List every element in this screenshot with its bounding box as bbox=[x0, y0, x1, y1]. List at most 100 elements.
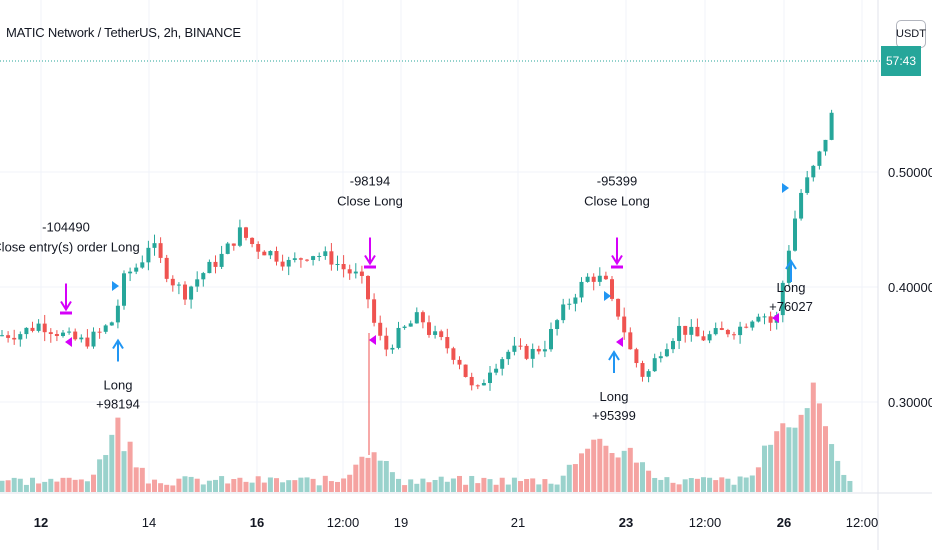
candle-body bbox=[85, 337, 90, 347]
volume-bar bbox=[505, 484, 511, 492]
volume-bar bbox=[164, 484, 170, 492]
volume-bar bbox=[719, 477, 725, 492]
candle-body bbox=[652, 358, 657, 372]
volume-bar bbox=[749, 475, 755, 492]
candle-body bbox=[786, 250, 791, 283]
candle-body bbox=[359, 271, 364, 276]
candle-body bbox=[701, 336, 706, 341]
volume-bar bbox=[11, 477, 17, 492]
candle-body bbox=[732, 334, 736, 336]
candle-body bbox=[689, 326, 694, 335]
candle-body bbox=[750, 321, 755, 328]
volume-bar bbox=[353, 464, 359, 492]
volume-bar bbox=[72, 479, 78, 492]
volume-bar bbox=[493, 484, 499, 492]
price-tick-label: 0.30000 bbox=[888, 395, 932, 410]
volume-bar bbox=[304, 477, 310, 492]
candle-body bbox=[610, 279, 614, 299]
candle-body bbox=[488, 372, 492, 384]
volume-bar bbox=[603, 445, 609, 492]
candle-body bbox=[445, 337, 450, 349]
candle-body bbox=[231, 243, 236, 246]
signal-label: +76027 bbox=[769, 299, 813, 314]
candle-body bbox=[36, 323, 41, 331]
time-tick-label: 12:00 bbox=[327, 515, 360, 530]
price-tick-label: 0.50000 bbox=[888, 165, 932, 180]
close-signal-arrowhead bbox=[60, 300, 72, 312]
volume-bar bbox=[310, 478, 316, 492]
volume-bar bbox=[499, 477, 505, 492]
candle-body bbox=[262, 251, 267, 256]
candle-body bbox=[207, 261, 212, 274]
candle-body bbox=[323, 251, 328, 256]
currency-unit-button[interactable]: USDT bbox=[896, 20, 926, 48]
candle-body bbox=[6, 335, 11, 338]
volume-bar bbox=[243, 481, 249, 492]
candle-body bbox=[439, 331, 444, 338]
candle-body bbox=[768, 316, 773, 323]
candle-body bbox=[305, 259, 309, 261]
volume-bar bbox=[804, 408, 810, 492]
candle-body bbox=[646, 371, 651, 377]
volume-bar bbox=[298, 477, 304, 492]
volume-bar bbox=[664, 477, 670, 492]
volume-bar bbox=[365, 457, 371, 492]
candle-body bbox=[811, 165, 816, 178]
volume-bar bbox=[66, 477, 72, 492]
volume-bar bbox=[676, 484, 682, 492]
volume-bar bbox=[511, 477, 517, 492]
volume-bar bbox=[530, 478, 536, 492]
volume-bar bbox=[255, 476, 261, 492]
volume-bar bbox=[841, 474, 847, 492]
volume-bar bbox=[396, 478, 401, 492]
candle-body bbox=[561, 304, 566, 321]
last-price-tag: 57:43 bbox=[881, 46, 921, 76]
order-marker bbox=[604, 291, 611, 301]
volume-bar bbox=[335, 481, 340, 492]
candle-body bbox=[91, 331, 96, 347]
candle-body bbox=[170, 278, 175, 286]
volume-bar bbox=[347, 474, 353, 492]
candle-body bbox=[298, 258, 303, 260]
volume-bar bbox=[383, 460, 389, 492]
symbol-title: MATIC Network / TetherUS, 2h, BINANCE bbox=[6, 25, 241, 40]
volume-bar bbox=[133, 467, 139, 492]
volume-bar bbox=[292, 480, 298, 492]
candle-body bbox=[280, 261, 285, 267]
candle-body bbox=[658, 356, 663, 359]
volume-bar bbox=[579, 453, 584, 492]
signal-label: -98194 bbox=[350, 174, 390, 189]
signal-label: Close Long bbox=[584, 194, 650, 209]
volume-bar bbox=[402, 485, 408, 492]
candle-body bbox=[518, 345, 523, 347]
volume-bar bbox=[798, 414, 804, 492]
candle-body bbox=[366, 275, 370, 300]
order-marker bbox=[782, 183, 789, 193]
candle-body bbox=[115, 305, 120, 323]
candle-body bbox=[829, 112, 834, 140]
volume-bar bbox=[835, 460, 841, 492]
volume-bar bbox=[640, 462, 645, 492]
volume-bar bbox=[237, 477, 243, 492]
candle-body bbox=[97, 331, 102, 333]
candle-body bbox=[67, 331, 72, 333]
candle-body bbox=[286, 259, 291, 267]
candle-body bbox=[433, 331, 438, 335]
volume-bar bbox=[713, 480, 719, 492]
volume-bar bbox=[774, 431, 780, 492]
volume-bar bbox=[170, 485, 176, 492]
candle-body bbox=[103, 325, 108, 332]
time-tick-label: 12 bbox=[34, 515, 48, 530]
volume-bar bbox=[823, 426, 828, 492]
volume-bar bbox=[54, 481, 60, 492]
volume-bar bbox=[341, 478, 347, 492]
volume-bar bbox=[768, 444, 774, 492]
volume-bar bbox=[621, 450, 627, 492]
volume-bar bbox=[585, 448, 591, 492]
candle-body bbox=[628, 332, 633, 350]
time-tick-label: 12:00 bbox=[689, 515, 722, 530]
volume-bar bbox=[475, 483, 481, 492]
volume-bar bbox=[755, 467, 761, 492]
volume-bar bbox=[554, 484, 560, 492]
